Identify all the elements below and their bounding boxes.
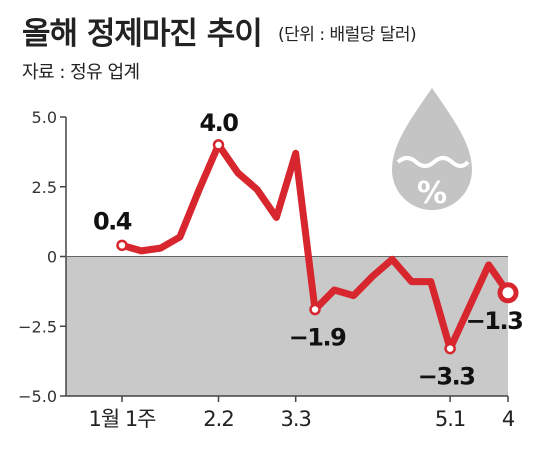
x-tick-label: 1월 1주 <box>88 407 156 431</box>
water-drop-percent-icon: % <box>392 88 472 211</box>
data-label: −3.3 <box>418 363 475 391</box>
data-point-marker <box>309 303 321 316</box>
source-label: 자료 : 정유 업계 <box>22 62 140 83</box>
y-tick-label: 2.5 <box>32 178 57 197</box>
chart-title: 올해 정제마진 추이 <box>22 16 263 52</box>
x-tick-label: 2.2 <box>203 407 233 431</box>
y-tick-label: −2.5 <box>18 317 57 336</box>
y-tick-label: −5.0 <box>18 387 57 406</box>
data-point-marker <box>444 342 456 355</box>
x-tick-label: 3.3 <box>280 407 310 431</box>
data-label: −1.3 <box>466 307 523 335</box>
data-point-marker <box>497 282 519 304</box>
y-tick-label: 5.0 <box>32 108 57 127</box>
data-label: 4.0 <box>199 109 238 137</box>
negative-region-band <box>66 256 508 396</box>
y-tick-label: 0 <box>47 248 57 267</box>
x-tick-label: 5.1 <box>435 407 465 431</box>
data-label: 0.4 <box>93 207 132 235</box>
data-label: −1.9 <box>289 324 346 352</box>
percent-symbol: % <box>417 176 447 211</box>
data-point-marker <box>212 139 225 151</box>
data-point-marker <box>116 239 128 252</box>
unit-label: (단위 : 배럴당 달러) <box>278 25 417 45</box>
x-tick-label: 4 <box>502 407 515 431</box>
